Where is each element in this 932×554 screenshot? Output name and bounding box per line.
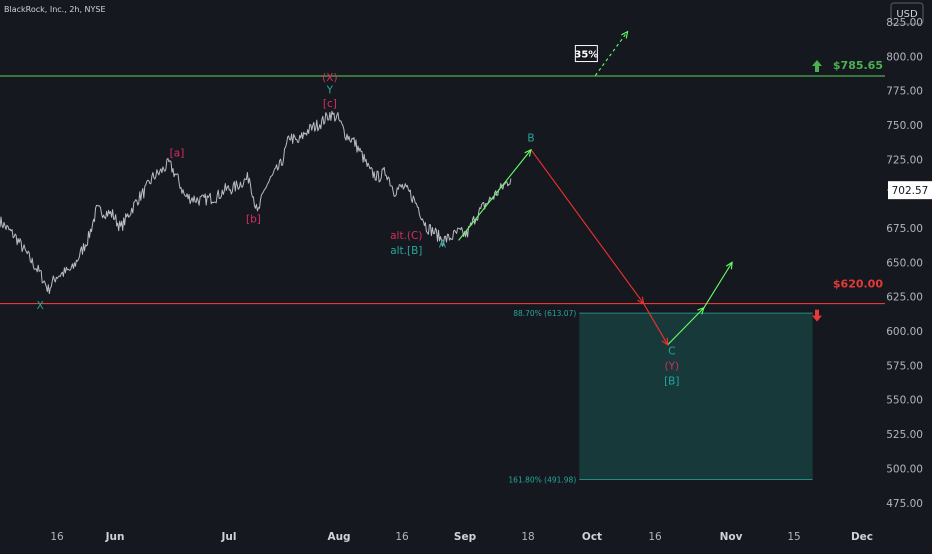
wave-label: [B] — [664, 376, 679, 388]
y-tick-label: 600.00 — [886, 326, 923, 338]
resistance-label: $785.65 — [833, 59, 883, 72]
arrowhead-b — [524, 148, 532, 157]
support-label: $620.00 — [833, 278, 883, 291]
down-arrow-icon — [812, 309, 822, 322]
projection-wave-c2 — [643, 303, 669, 346]
current-price-label: 702.57 — [892, 185, 929, 197]
price-series[interactable] — [0, 110, 512, 295]
wave-label: [b] — [246, 214, 261, 226]
x-tick-label: Oct — [582, 531, 602, 543]
y-tick-label: 625.00 — [886, 292, 923, 304]
y-tick-label: 650.00 — [886, 257, 923, 269]
y-tick-label: 575.00 — [886, 360, 923, 372]
wave-label: (Y) — [664, 361, 679, 373]
projection-up-2 — [703, 262, 733, 308]
x-tick-label: Dec — [851, 531, 873, 543]
currency-selector[interactable]: USD — [890, 2, 924, 25]
arrowhead-up-2 — [725, 261, 733, 270]
y-tick-label: 725.00 — [886, 154, 923, 166]
wave-label: A — [439, 238, 447, 250]
arrowhead-c1 — [637, 296, 645, 305]
x-tick-label: 18 — [521, 531, 534, 543]
x-tick-label: 16 — [50, 531, 64, 543]
target-zone — [579, 313, 813, 480]
projection-wave-b — [458, 149, 532, 241]
x-tick-label: Jul — [221, 531, 237, 543]
x-tick-label: 16 — [395, 531, 409, 543]
wave-label: alt.[B] — [390, 245, 422, 257]
y-tick-label: 825.00 — [886, 17, 923, 29]
up-arrow-icon — [812, 60, 822, 73]
projection-up-1 — [667, 307, 705, 346]
alt-probability-label: 35% — [574, 50, 598, 61]
y-tick-label: 800.00 — [886, 51, 923, 63]
projection-wave-c1 — [530, 149, 645, 304]
y-tick-label: 550.00 — [886, 395, 923, 407]
x-tick-label: Aug — [327, 531, 350, 543]
currency-label[interactable]: USD — [896, 9, 918, 20]
y-tick-label: 475.00 — [886, 498, 923, 510]
y-tick-label: 750.00 — [886, 120, 923, 132]
wave-label: [c] — [323, 98, 337, 110]
currency-box[interactable] — [890, 2, 924, 25]
y-tick-label: 500.00 — [886, 463, 923, 475]
fib-bottom-label: 161.80% (491.98) — [508, 475, 576, 484]
y-tick-label: 675.00 — [886, 223, 923, 235]
wave-label: (X) — [322, 72, 337, 84]
arrowhead-up-1 — [697, 306, 705, 315]
arrowhead-c2 — [661, 337, 669, 346]
x-tick-label: 15 — [787, 531, 800, 543]
y-tick-label: 775.00 — [886, 86, 923, 98]
x-tick-label: Nov — [720, 531, 743, 543]
fib-top-label: 88.70% (613.07) — [513, 309, 576, 318]
alt-projection-arrowhead — [621, 30, 629, 39]
current-price-tag — [888, 181, 932, 200]
wave-label: Y — [326, 84, 334, 96]
x-tick-label: 16 — [648, 531, 662, 543]
symbol-title: BlackRock, Inc., 2h, NYSE — [4, 5, 106, 14]
x-tick-label: Sep — [454, 531, 477, 543]
x-tick-label: Jun — [105, 531, 125, 543]
wave-label: B — [527, 132, 534, 144]
wave-label: X — [37, 300, 44, 312]
wave-label: [a] — [170, 148, 185, 160]
alt-probability-box — [574, 45, 598, 63]
y-tick-label: 525.00 — [886, 429, 923, 441]
wave-label: C — [668, 345, 675, 357]
wave-label: alt.(C) — [390, 230, 422, 242]
